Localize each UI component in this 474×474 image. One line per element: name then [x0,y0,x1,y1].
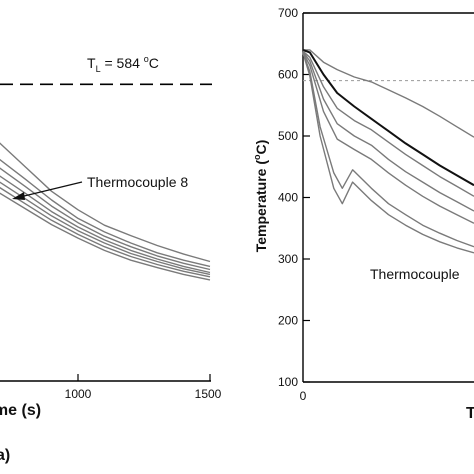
ylabel-main: Temperature ( [253,160,269,253]
reference-line-label: TL = 584 oC [87,54,159,74]
left-x-tick-label-1000: 1000 [65,387,92,401]
right-y-tick-label-200: 200 [278,314,298,328]
right-series-line-1 [303,49,474,138]
right-y-tick-label-100: 100 [278,375,298,389]
left-series-line-3 [0,167,211,271]
right-series-line-7 [302,52,474,254]
ref-label-unit: C [149,55,159,71]
right-series-group [302,48,474,254]
left-series-line-4 [0,175,211,274]
left-x-axis-label: Time (s) [0,402,41,419]
right-y-ticks: 100 200 300 400 500 600 700 [278,6,310,389]
right-y-tick-label-400: 400 [278,191,298,205]
ref-label-sup: o [144,54,149,64]
right-x-tick-label-0: 0 [300,389,307,403]
right-series-line-6 [302,52,474,248]
panel-label-a: a) [0,447,10,464]
right-series-line-3 [302,50,474,197]
left-series-line-1 [0,142,211,263]
right-annotation: Thermocouple [370,266,460,282]
left-series-line-7 [0,192,211,281]
left-panel: 1000 1500 Time (s) TL = 584 oC Thermocou… [0,54,222,464]
right-series-line-4 [302,51,474,212]
ylabel-sup: o [252,154,262,160]
right-series-line-2 [302,48,474,187]
left-annotation: Thermocouple 8 [87,174,188,190]
right-y-tick-label-700: 700 [278,6,298,20]
annotation-arrow-head [12,192,25,200]
right-x-axis-label: T [466,405,474,422]
left-series-line-6 [0,186,211,278]
left-series-line-5 [0,181,211,276]
ylabel-end: C) [253,140,269,155]
left-x-tick-label-1500: 1500 [195,387,222,401]
right-y-axis-label: Temperature (oC) [252,140,269,253]
right-y-tick-label-600: 600 [278,68,298,82]
ref-label-rest: = 584 [101,55,144,71]
right-panel: 100 200 300 400 500 600 700 0 T Temperature (o… [252,6,474,422]
right-y-tick-label-500: 500 [278,129,298,143]
right-series-line-5 [302,52,474,224]
right-y-tick-label-300: 300 [278,252,298,266]
annotation-arrow-line [19,181,83,198]
ref-label-t: T [87,55,96,71]
left-series-group [0,142,211,281]
left-series-line-2 [0,158,211,268]
ref-label-sub: L [96,64,101,74]
